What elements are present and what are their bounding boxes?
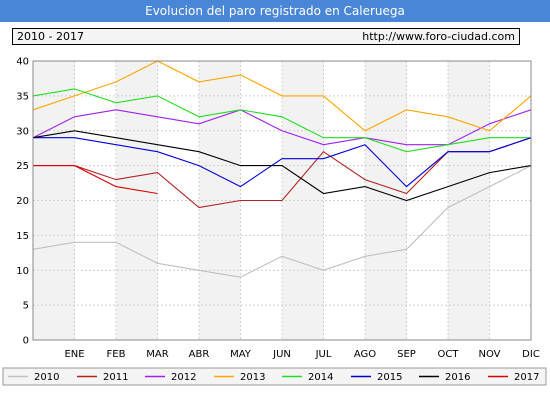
legend-label-2015: 2015 — [377, 372, 402, 383]
y-tick-label: 20 — [16, 196, 29, 207]
legend-label-2011: 2011 — [103, 372, 128, 383]
legend-label-2014: 2014 — [308, 372, 333, 383]
y-tick-label: 0 — [23, 336, 29, 347]
x-tick-label: FEB — [107, 349, 126, 360]
x-tick-label: NOV — [478, 349, 500, 360]
chart-title: Evolucion del paro registrado en Calerue… — [0, 0, 550, 22]
y-tick-label: 35 — [16, 91, 29, 102]
x-tick-label: AGO — [354, 349, 376, 360]
series-line-2016 — [32, 130, 532, 202]
info-box: 2010 - 2017 http://www.foro-ciudad.com — [12, 28, 520, 45]
series-line-2010 — [32, 165, 532, 278]
years-range: 2010 - 2017 — [17, 30, 84, 43]
series-line-2013 — [32, 60, 532, 132]
legend-label-2017: 2017 — [514, 372, 539, 383]
x-tick-label: MAR — [146, 349, 168, 360]
source-url[interactable]: http://www.foro-ciudad.com — [362, 30, 515, 43]
x-tick-label: JUN — [272, 349, 291, 360]
legend-label-2013: 2013 — [240, 372, 265, 383]
x-tick-label: ABR — [189, 349, 210, 360]
x-tick-label: SEP — [397, 349, 416, 360]
legend-label-2010: 2010 — [34, 372, 59, 383]
y-tick-label: 5 — [23, 301, 29, 312]
x-tick-label: MAY — [230, 349, 252, 360]
x-tick-label: JUL — [315, 349, 332, 360]
y-tick-label: 30 — [16, 126, 29, 137]
legend-label-2012: 2012 — [171, 372, 196, 383]
legend-box — [2, 367, 547, 386]
series-line-2014 — [32, 88, 531, 153]
x-tick-label: OCT — [438, 349, 460, 360]
series-line-2015 — [33, 137, 532, 188]
y-tick-label: 10 — [16, 266, 29, 277]
legend-label-2016: 2016 — [445, 372, 470, 383]
y-tick-label: 40 — [16, 57, 29, 68]
y-tick-label: 25 — [16, 161, 29, 172]
x-tick-label: DIC — [522, 349, 540, 360]
series-line-2017 — [33, 165, 158, 195]
plot-frame — [32, 60, 532, 341]
x-tick-label: ENE — [64, 349, 84, 360]
y-tick-label: 15 — [16, 231, 29, 242]
